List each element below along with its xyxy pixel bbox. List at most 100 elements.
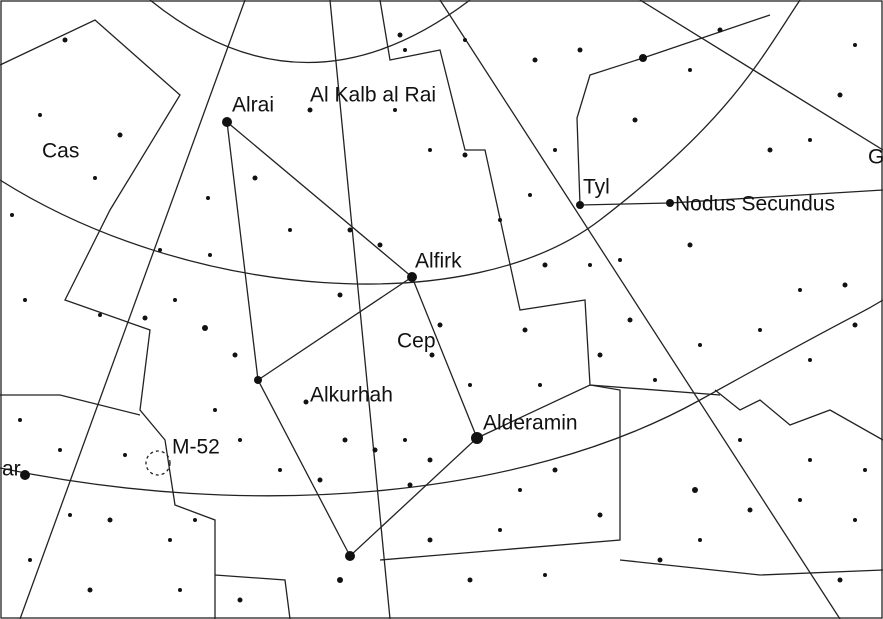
star — [213, 408, 217, 412]
star — [597, 352, 603, 358]
star — [798, 498, 802, 502]
star — [317, 477, 323, 483]
star — [657, 557, 663, 563]
star — [853, 518, 857, 522]
star — [437, 322, 443, 328]
star — [542, 262, 548, 268]
star — [93, 176, 97, 180]
star — [427, 537, 433, 543]
star — [10, 213, 14, 217]
star — [377, 242, 383, 248]
star — [538, 383, 542, 387]
star — [842, 282, 848, 288]
star-label: Tyl — [583, 176, 610, 199]
star — [653, 378, 657, 382]
star-label: Alrai — [232, 94, 274, 117]
star — [467, 577, 473, 583]
star — [552, 467, 558, 473]
boundary — [714, 389, 883, 441]
star — [342, 437, 348, 443]
ra-line — [19, 0, 246, 619]
star — [471, 432, 483, 444]
star — [254, 376, 262, 384]
star-label: Al Kalb al Rai — [310, 84, 436, 107]
star — [372, 447, 378, 453]
star — [68, 513, 72, 517]
star — [252, 175, 258, 181]
star — [222, 117, 232, 127]
boundary — [0, 394, 141, 416]
star-label: Alfirk — [415, 250, 462, 273]
star — [747, 507, 753, 513]
star — [206, 196, 210, 200]
star — [632, 117, 638, 123]
star — [347, 227, 353, 233]
star — [698, 343, 702, 347]
star — [337, 577, 343, 583]
star-label: Alderamin — [483, 412, 578, 435]
star — [427, 457, 433, 463]
constellation-label: G — [868, 146, 883, 169]
hour-lines — [19, 0, 883, 619]
star — [798, 288, 802, 292]
star — [238, 438, 242, 442]
star — [107, 517, 113, 523]
boundary — [619, 559, 883, 576]
star — [307, 107, 313, 113]
star — [837, 92, 843, 98]
star — [808, 358, 812, 362]
star — [28, 558, 32, 562]
star — [173, 298, 177, 302]
star — [627, 317, 633, 323]
star — [337, 292, 343, 298]
ra-line — [439, 0, 841, 619]
star — [576, 201, 584, 209]
ra-line — [639, 0, 883, 151]
star — [428, 148, 432, 152]
star — [863, 468, 867, 472]
star — [158, 248, 162, 252]
boundary — [0, 19, 216, 619]
star — [202, 325, 208, 331]
star — [852, 322, 858, 328]
star — [853, 43, 857, 47]
star — [20, 470, 30, 480]
star — [23, 298, 27, 302]
star — [208, 253, 212, 257]
star — [393, 108, 397, 112]
circle — [0, 299, 883, 497]
star — [738, 438, 742, 442]
faint-stars — [10, 27, 867, 603]
star — [178, 588, 182, 592]
star — [692, 487, 698, 493]
star — [117, 132, 123, 138]
star — [278, 468, 282, 472]
star — [18, 418, 22, 422]
circle — [149, 0, 471, 64]
star — [345, 551, 355, 561]
star — [553, 148, 557, 152]
star — [193, 518, 197, 522]
star — [168, 538, 172, 542]
star — [87, 587, 93, 593]
star — [522, 327, 528, 333]
star — [498, 528, 502, 532]
star-label: Nodus Secundus — [675, 193, 835, 216]
star — [698, 538, 702, 542]
star — [142, 315, 148, 321]
circle — [0, 0, 801, 285]
stick-line — [476, 384, 721, 439]
star — [232, 352, 238, 358]
star — [532, 57, 538, 63]
star — [468, 383, 472, 387]
labels: Alrai Al Kalb al Rai Cas Tyl Nodus Secun… — [2, 84, 883, 481]
object-label: M-52 — [172, 436, 220, 459]
star — [618, 258, 622, 262]
star — [666, 199, 674, 207]
star — [717, 27, 723, 33]
star-label: Alkurhah — [310, 384, 393, 407]
